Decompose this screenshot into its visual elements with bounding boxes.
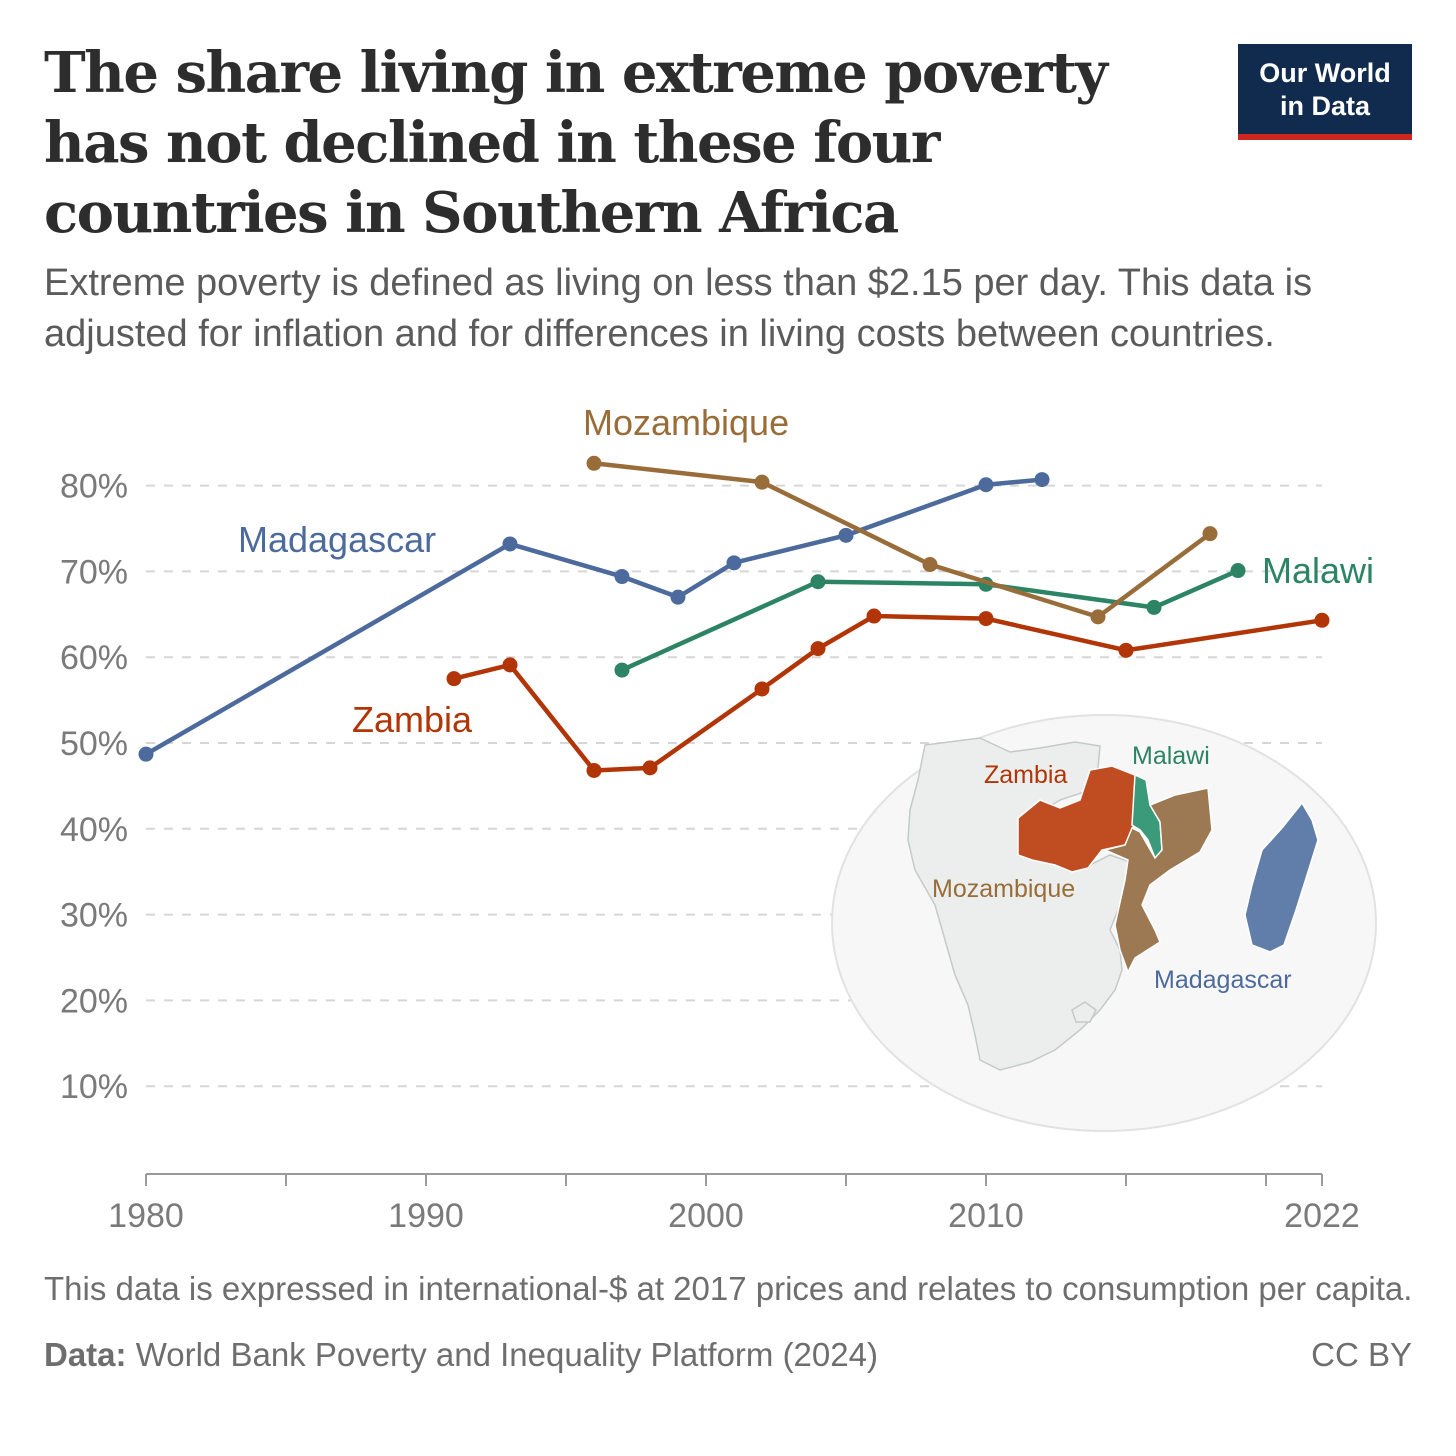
map-label-zambia: Zambia [984, 761, 1067, 789]
license-link[interactable]: CC BY [1311, 1336, 1412, 1373]
map-label-mozambique: Mozambique [932, 875, 1075, 903]
y-tick-label: 40% [60, 811, 128, 849]
x-tick-label: 1990 [388, 1197, 464, 1235]
zambia-point[interactable] [642, 760, 658, 776]
mozambique-point[interactable] [1202, 526, 1218, 542]
map-lesotho [1071, 1001, 1097, 1023]
zambia-point[interactable] [502, 657, 518, 673]
logo-line-2: in Data [1279, 91, 1371, 121]
malawi-point[interactable] [614, 662, 630, 678]
y-tick-label: 60% [60, 639, 128, 677]
source-line: Data: World Bank Poverty and Inequality … [44, 1336, 1414, 1374]
mozambique-point[interactable] [586, 455, 602, 471]
madagascar-line[interactable] [143, 477, 1045, 757]
mozambique-point[interactable] [754, 474, 770, 490]
chart-subtitle: Extreme poverty is defined as living on … [44, 262, 1313, 355]
owid-logo[interactable]: Our World in Data [1238, 44, 1412, 140]
series-zambia[interactable] [446, 608, 1330, 778]
malawi-point[interactable] [1230, 563, 1246, 579]
mozambique-point[interactable] [1090, 609, 1106, 625]
zambia-point[interactable] [1314, 612, 1330, 628]
x-tick-label: 1980 [108, 1197, 184, 1235]
series-label-zambia: Zambia [352, 699, 473, 740]
series-madagascar[interactable] [138, 472, 1050, 762]
zambia-point[interactable] [866, 608, 882, 624]
series-lines [138, 455, 1330, 778]
chart-title: The share living in extreme poverty has … [44, 40, 1108, 246]
series-mozambique[interactable] [586, 455, 1218, 625]
y-tick-label: 10% [60, 1068, 128, 1106]
map-label-malawi: Malawi [1132, 742, 1210, 770]
source-label: Data: [44, 1336, 127, 1373]
madagascar-point[interactable] [670, 589, 686, 605]
logo-line-1: Our World [1259, 58, 1391, 88]
series-label-madagascar: Madagascar [238, 519, 436, 560]
y-tick-label: 30% [60, 897, 128, 935]
madagascar-point[interactable] [1034, 472, 1050, 488]
mozambique-point[interactable] [922, 557, 938, 573]
series-label-mozambique: Mozambique [583, 402, 789, 443]
madagascar-point[interactable] [838, 527, 854, 543]
map-label-madagascar: Madagascar [1154, 966, 1292, 994]
x-axis: 1980 1990 2000 2010 2022 [108, 1173, 1360, 1235]
zambia-point[interactable] [446, 671, 462, 687]
madagascar-point[interactable] [502, 536, 518, 552]
madagascar-point[interactable] [978, 477, 994, 493]
source-link[interactable]: World Bank Poverty and Inequality Platfo… [135, 1336, 878, 1373]
series-labels: Madagascar Mozambique Malawi Zambia [238, 402, 1374, 740]
zambia-line[interactable] [451, 613, 1325, 773]
malawi-point[interactable] [1146, 599, 1162, 615]
malawi-point[interactable] [810, 574, 826, 590]
y-tick-label: 20% [60, 982, 128, 1020]
malawi-line[interactable] [619, 568, 1241, 673]
x-tick-label: 2010 [948, 1197, 1024, 1235]
zambia-point[interactable] [586, 762, 602, 778]
y-tick-label: 70% [60, 553, 128, 591]
series-label-malawi: Malawi [1262, 550, 1374, 591]
y-tick-label: 80% [60, 468, 128, 506]
zambia-point[interactable] [1118, 642, 1134, 658]
x-tick-label: 2000 [668, 1197, 744, 1235]
inset-map: Zambia Malawi Mozambique Madagascar [831, 714, 1377, 1132]
madagascar-point[interactable] [138, 746, 154, 762]
madagascar-point[interactable] [726, 555, 742, 571]
map-madagascar [1244, 801, 1319, 953]
y-axis: 10% 20% 30% 40% 50% 60% 70% 80% [60, 468, 128, 1107]
zambia-point[interactable] [978, 611, 994, 627]
map-mozambique [1102, 787, 1213, 974]
zambia-point[interactable] [754, 681, 770, 697]
madagascar-point[interactable] [614, 569, 630, 585]
y-tick-label: 50% [60, 725, 128, 763]
x-tick-label: 2022 [1284, 1197, 1360, 1235]
zambia-point[interactable] [810, 641, 826, 657]
footnote: This data is expressed in international-… [44, 1270, 1413, 1307]
